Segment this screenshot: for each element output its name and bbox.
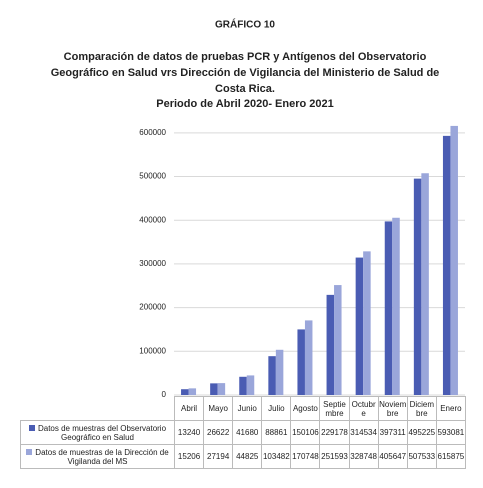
legend-label: Datos de muestras de la Dirección de Vig… — [35, 447, 169, 466]
x-tick-label: Mayo — [203, 396, 234, 421]
y-tick-label: 100000 — [139, 346, 166, 355]
table-row: Datos de muestras del Observatorio Geogr… — [20, 420, 466, 445]
bar — [304, 320, 313, 395]
table-value: 405647 — [377, 444, 408, 469]
legend-cell: Datos de muestras del Observatorio Geogr… — [20, 420, 175, 445]
table-value: 88861 — [261, 420, 292, 445]
table-value: 251593 — [319, 444, 350, 469]
table-row: Abril Mayo Junio Julio Agosto Septiembre Octub… — [21, 396, 466, 421]
table-value: 495225 — [406, 420, 437, 445]
bar — [297, 329, 305, 395]
table-row: Datos de muestras de la Dirección de Vig… — [20, 444, 466, 469]
bar — [384, 221, 393, 395]
table-value: 593081 — [435, 420, 466, 445]
x-tick-label: Noviembre — [377, 396, 408, 421]
table-value: 15206 — [173, 444, 205, 469]
table-value: 103482 — [261, 444, 292, 469]
y-tick-label: 0 — [162, 390, 167, 399]
bar — [355, 257, 364, 395]
y-tick-label: 600000 — [139, 128, 166, 137]
legend-key — [26, 448, 33, 455]
figure-label: GRÁFICO 10 — [215, 18, 275, 31]
bar — [326, 294, 335, 395]
bar — [239, 376, 247, 395]
table-value: 507533 — [406, 444, 437, 469]
table-value: 170748 — [290, 444, 321, 469]
bar — [188, 388, 197, 395]
x-tick-label: Abril — [173, 396, 205, 421]
table-value: 615875 — [435, 444, 466, 469]
data-table: Abril Mayo Junio Julio Agosto Septiembre Octub… — [20, 396, 466, 469]
bar — [392, 217, 400, 395]
table-corner — [21, 397, 175, 421]
bar — [413, 178, 422, 395]
bar — [421, 173, 429, 395]
x-tick-label: Junio — [232, 396, 263, 421]
bar — [363, 251, 371, 395]
table-value: 328748 — [348, 444, 379, 469]
bar — [246, 375, 255, 395]
bar — [450, 125, 458, 395]
x-tick-label: Diciembre — [406, 396, 437, 421]
bar — [217, 383, 226, 395]
legend-cell: Datos de muestras de la Dirección de Vig… — [20, 444, 175, 469]
x-tick-label: Octubre — [348, 396, 379, 421]
table-value: 13240 — [173, 420, 205, 445]
bar — [210, 383, 218, 395]
table-value: 150106 — [290, 420, 321, 445]
chart-title: Geográfico en Salud vrs Dirección de Vig… — [51, 67, 440, 79]
legend-key — [28, 424, 35, 431]
y-tick-label: 300000 — [139, 259, 166, 268]
bar — [181, 389, 189, 395]
x-tick-label: Septiembre — [319, 396, 350, 421]
table-value: 26622 — [203, 420, 234, 445]
chart-title: Comparación de datos de pruebas PCR y An… — [64, 51, 427, 63]
table-value: 27194 — [203, 444, 234, 469]
table-value: 41680 — [232, 420, 263, 445]
y-tick-label: 400000 — [139, 215, 166, 224]
x-tick-label: Agosto — [290, 396, 321, 421]
table-value: 314534 — [348, 420, 379, 445]
table-value: 397311 — [377, 420, 408, 445]
y-tick-label: 200000 — [139, 303, 166, 312]
x-tick-label: Julio — [261, 396, 292, 421]
table-value: 44825 — [232, 444, 263, 469]
legend-label: Datos de muestras del Observatorio Geogr… — [37, 423, 167, 442]
chart-title: Costa Rica. — [215, 83, 275, 95]
x-tick-label: Enero — [435, 396, 466, 421]
table-value: 229178 — [319, 420, 350, 445]
bar — [334, 285, 342, 395]
bar — [442, 135, 451, 395]
chart-title: Periodo de Abril 2020- Enero 2021 — [156, 98, 334, 110]
bar — [268, 356, 276, 395]
bar — [275, 349, 284, 395]
y-tick-label: 500000 — [139, 172, 166, 181]
